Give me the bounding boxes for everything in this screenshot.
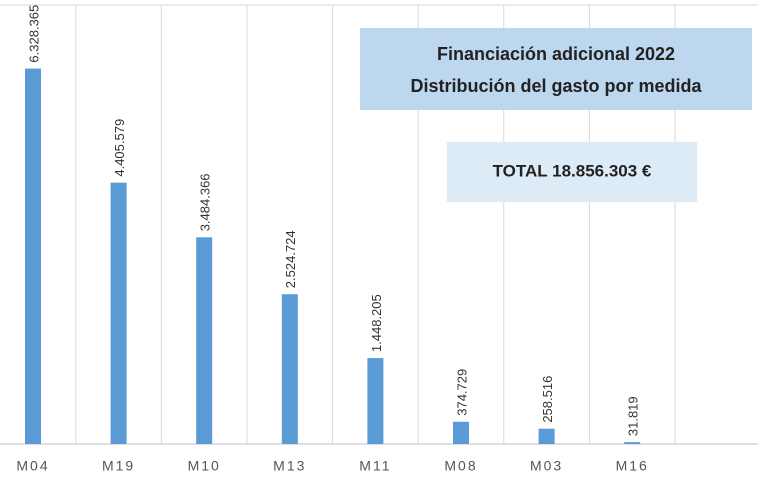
x-tick-label: M13 [273, 458, 306, 474]
value-label: 6.328.365 [26, 5, 41, 63]
x-tick-label: M19 [102, 458, 135, 474]
x-tick-label: M03 [530, 458, 563, 474]
bar [538, 428, 555, 444]
total-box [447, 142, 697, 202]
x-tick-label: M11 [359, 458, 391, 474]
bar [281, 294, 298, 444]
x-tick-label: M08 [444, 458, 477, 474]
value-label: 31.819 [626, 396, 641, 436]
x-tick-label: M04 [16, 458, 49, 474]
bar [367, 358, 384, 444]
chart-subtitle: Distribución del gasto por medida [410, 76, 702, 96]
bar [110, 182, 127, 444]
x-tick-label: M10 [188, 458, 221, 474]
value-label: 4.405.579 [112, 119, 127, 177]
bar [453, 421, 469, 444]
value-label: 1.448.205 [369, 294, 384, 352]
title-box [360, 28, 752, 110]
bar [196, 237, 213, 444]
value-label: 374.729 [454, 369, 469, 416]
value-label: 3.484.366 [198, 173, 213, 231]
marks: M04 6.328.365 M19 4.405.579 M10 3.484.366 M13 2… [16, 5, 649, 474]
bar [25, 68, 41, 444]
value-label: 2.524.724 [283, 230, 298, 288]
bar [624, 442, 641, 444]
x-tick-label: M16 [616, 458, 649, 474]
chart-title: Financiación adicional 2022 [437, 44, 675, 64]
value-label: 258.516 [540, 376, 555, 423]
total-annotation: TOTAL 18.856.303 € [493, 161, 652, 180]
